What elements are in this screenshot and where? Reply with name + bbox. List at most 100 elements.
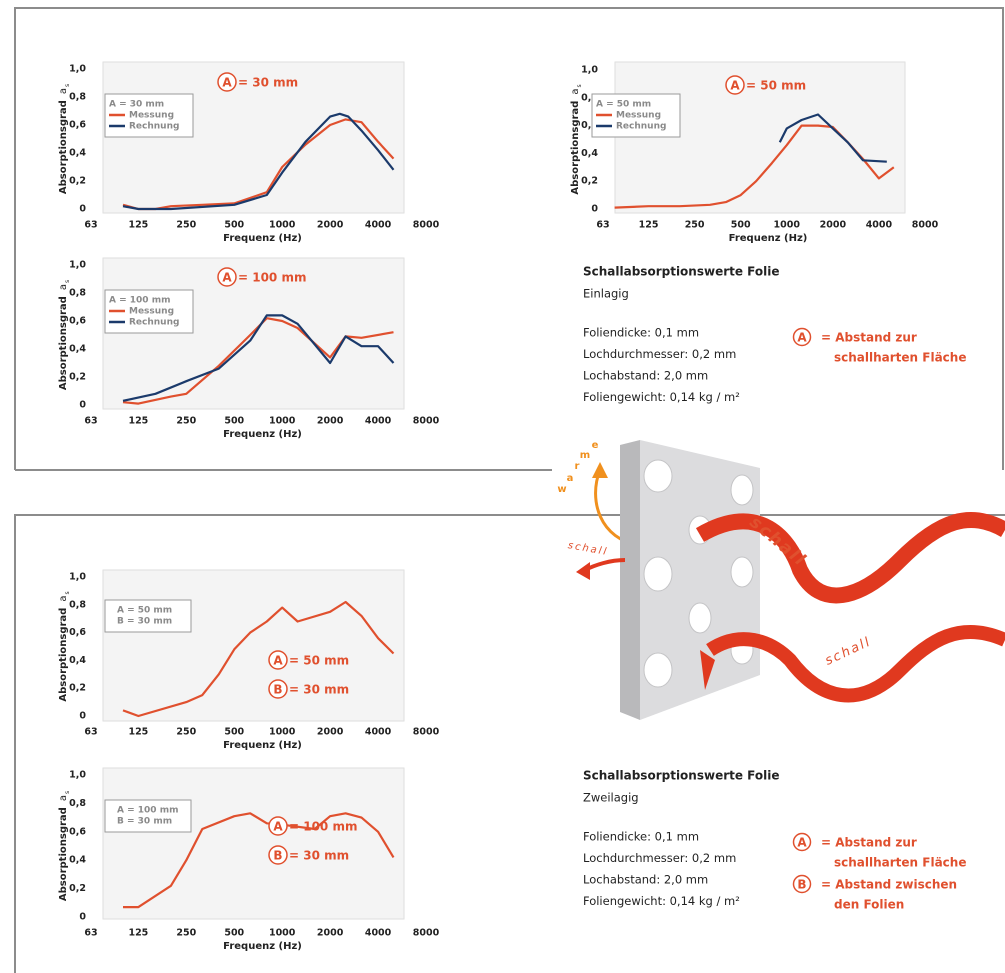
- spec-line: Foliendicke: 0,1 mm: [583, 830, 699, 844]
- spec-line: Foliengewicht: 0,14 kg / m²: [583, 390, 740, 404]
- x-tick-label: 125: [128, 727, 148, 738]
- spec-panel: Schallabsorptionswerte Folie Zweilagig Fol…: [583, 769, 966, 912]
- x-axis-label: Frequenz (Hz): [223, 941, 302, 952]
- x-tick-label: 63: [84, 416, 97, 427]
- y-axis-symbol-sub: s: [64, 84, 71, 87]
- y-tick-label: 0,4: [69, 855, 86, 866]
- y-axis-label: Absorptionsgrad as: [58, 280, 71, 390]
- y-axis-symbol: a: [570, 89, 581, 95]
- y-tick-label: 0,6: [69, 627, 86, 638]
- x-tick-label: 2000: [317, 928, 344, 939]
- x-tick-label: 2000: [820, 220, 847, 231]
- y-tick-label: 0,8: [581, 92, 598, 103]
- waerme-letter: e: [592, 440, 599, 451]
- x-tick-label: 250: [685, 220, 705, 231]
- sound-ribbon: [695, 512, 1005, 604]
- badge-letter: B: [273, 849, 282, 863]
- x-tick-label: 4000: [365, 220, 392, 231]
- y-tick-label: 0,6: [581, 120, 598, 131]
- panel-subtitle: Einlagig: [583, 287, 629, 301]
- data-line: [778, 113, 887, 163]
- badge: [268, 650, 288, 670]
- y-tick-label: 0,8: [69, 599, 86, 610]
- badge: [792, 832, 812, 852]
- schall-label: schall: [823, 634, 874, 668]
- y-axis-label: Absorptionsgrad as: [58, 791, 71, 901]
- annotation: = 50 mm: [289, 654, 349, 668]
- badge: [268, 816, 288, 836]
- x-tick-label: 125: [128, 416, 148, 427]
- y-axis-label: Absorptionsgrad as: [570, 84, 583, 194]
- badge-letter: A: [273, 820, 283, 834]
- y-axis-title: Absorptionsgrad: [58, 807, 69, 901]
- plot-area: [102, 767, 405, 920]
- y-axis-label: Absorptionsgrad as: [58, 591, 71, 701]
- x-tick-label: 4000: [866, 220, 893, 231]
- badge: [217, 72, 237, 92]
- legend-title: A = 30 mm: [109, 100, 164, 110]
- waerme-letter: w: [557, 484, 566, 495]
- x-tick-label: 500: [731, 220, 751, 231]
- x-tick-label: 1000: [269, 416, 296, 427]
- sound-ribbon: [706, 625, 1005, 703]
- x-tick-label: 125: [128, 928, 148, 939]
- panel-title: Schallabsorptionswerte Folie: [583, 769, 780, 783]
- spec-panel: Schallabsorptionswerte Folie Einlagig Foli…: [583, 265, 966, 405]
- x-tick-label: 1000: [269, 727, 296, 738]
- y-tick-label: 0,4: [69, 655, 86, 666]
- y-axis-symbol-sub: s: [64, 591, 71, 594]
- x-tick-label: 8000: [413, 928, 440, 939]
- legend-box: [104, 799, 192, 833]
- y-tick-label: 0,6: [69, 316, 86, 327]
- legend-title: B = 30 mm: [117, 817, 172, 827]
- y-tick-label: 1,0: [581, 65, 598, 76]
- y-tick-label: 0,2: [69, 176, 86, 187]
- y-axis-symbol: a: [58, 596, 69, 602]
- badge: [792, 327, 812, 347]
- y-axis-title: Absorptionsgrad: [58, 296, 69, 390]
- note-line: = Abstand zur: [821, 836, 917, 850]
- x-tick-label: 125: [639, 220, 659, 231]
- y-axis-label: Absorptionsgrad as: [58, 84, 71, 194]
- x-tick-label: 63: [84, 928, 97, 939]
- chart: 0 0,2 0,4 0,6 0,8 1,0 63 125 250 500 1000 2000 4000 8…: [58, 61, 440, 244]
- badge: [217, 267, 237, 287]
- x-tick-label: 1000: [269, 220, 296, 231]
- y-tick-label: 1,0: [69, 572, 86, 583]
- note-line: den Folien: [834, 898, 904, 912]
- badge-letter: A: [222, 76, 232, 90]
- badge-letter: A: [730, 79, 740, 93]
- y-tick-label: 0: [79, 711, 86, 722]
- note-line: = Abstand zwischen: [821, 878, 957, 892]
- note-line: schallharten Fläche: [834, 856, 966, 870]
- x-tick-label: 63: [84, 727, 97, 738]
- y-tick-label: 0,4: [581, 148, 598, 159]
- y-tick-label: 1,0: [69, 770, 86, 781]
- note-line: schallharten Fläche: [834, 351, 966, 365]
- reflect-arrow-head: [576, 562, 590, 580]
- x-tick-label: 1000: [774, 220, 801, 231]
- y-tick-label: 1,0: [69, 260, 86, 271]
- annotation: = 30 mm: [238, 76, 298, 90]
- x-tick-label: 500: [224, 928, 244, 939]
- note-line: = Abstand zur: [821, 331, 917, 345]
- panels: Schallabsorptionswerte Folie Einlagig Foli…: [583, 265, 966, 912]
- x-tick-label: 500: [224, 416, 244, 427]
- y-tick-label: 1,0: [69, 64, 86, 75]
- badge: [792, 874, 812, 894]
- spec-line: Foliengewicht: 0,14 kg / m²: [583, 894, 740, 908]
- top-frame: [14, 7, 1004, 470]
- x-tick-label: 4000: [365, 727, 392, 738]
- x-tick-label: 4000: [365, 416, 392, 427]
- x-tick-label: 63: [84, 220, 97, 231]
- badge-letter: A: [797, 836, 807, 850]
- x-tick-label: 8000: [413, 220, 440, 231]
- y-axis-symbol: a: [58, 795, 69, 801]
- y-axis-symbol: a: [58, 88, 69, 94]
- x-tick-label: 2000: [317, 727, 344, 738]
- x-tick-label: 8000: [912, 220, 939, 231]
- spec-line: Lochdurchmesser: 0,2 mm: [583, 851, 736, 865]
- x-tick-label: 250: [176, 928, 196, 939]
- badge: [725, 75, 745, 95]
